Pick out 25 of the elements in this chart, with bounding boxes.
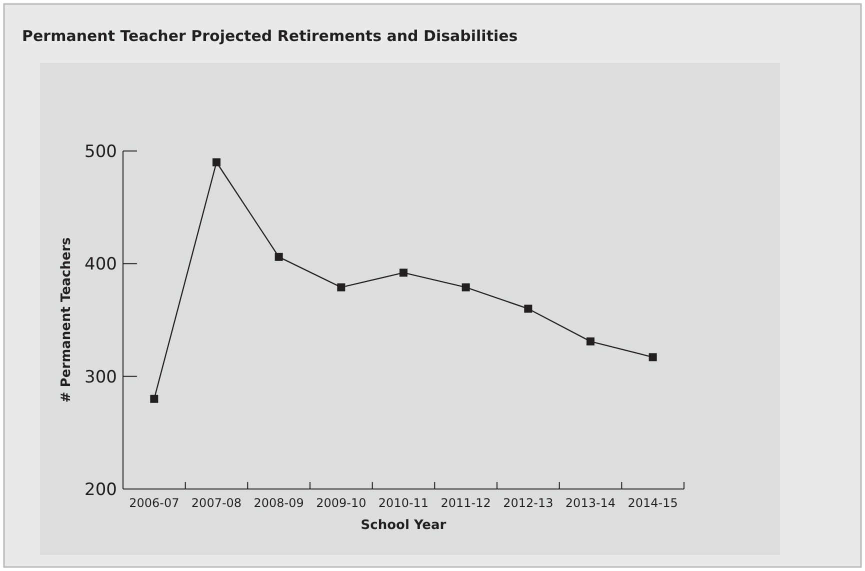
chart-title: Permanent Teacher Projected Retirements and Disabilities [22,27,518,45]
x-tick-label: 2007-08 [191,496,242,510]
point [648,353,657,362]
y-tick-label: 400 [84,254,117,275]
point [462,283,470,292]
point [337,283,346,292]
point [400,268,408,277]
point [524,304,532,313]
x-axis-title: School Year [360,518,447,533]
y-tick-label: 500 [84,142,117,162]
y-tick-label: 300 [84,367,117,388]
x-tick-label: 2012-13 [503,496,554,510]
y-tick-label: 200 [84,480,117,500]
x-tick-label: 2014-15 [628,496,678,510]
x-tick-label: 2006-07 [129,496,180,510]
x-tick-label: 2010-11 [378,496,429,510]
point [274,252,283,261]
x-tick-label: 2011-12 [440,496,491,510]
x-tick-label: 2013-14 [565,496,616,510]
x-tick-label: 2009-10 [316,496,366,510]
x-tick-label: 2008-09 [254,496,304,510]
y-axis-title: # Permanent Teachers [59,237,74,403]
point [150,394,158,403]
point [586,337,594,346]
point [212,158,220,166]
